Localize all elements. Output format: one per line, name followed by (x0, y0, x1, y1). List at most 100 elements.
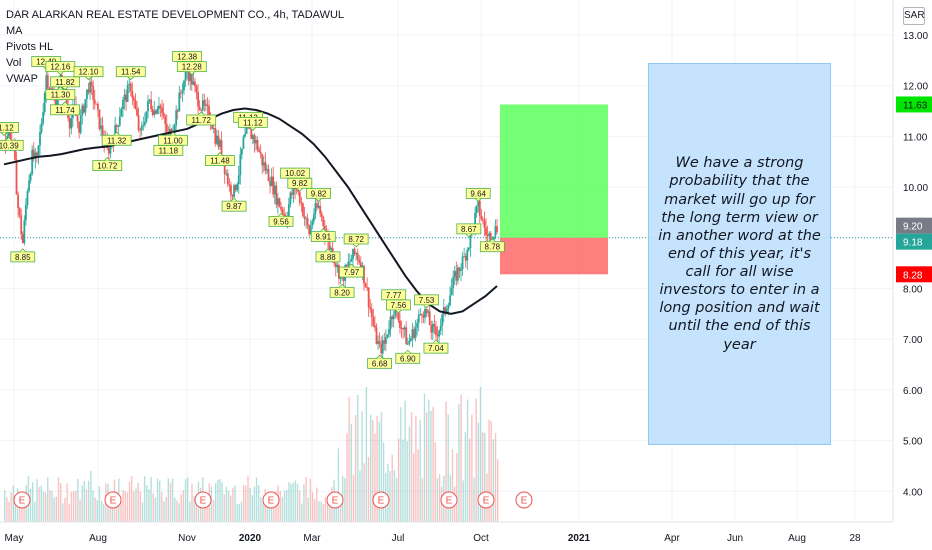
candle-body (37, 145, 40, 156)
volume-bar (236, 503, 238, 522)
candle-body (211, 122, 214, 129)
x-tick-label: Apr (664, 533, 680, 544)
candle-body (15, 159, 18, 195)
candle-body (278, 198, 281, 207)
volume-bar (70, 491, 73, 522)
volume-bar (305, 476, 307, 522)
candle-body (134, 100, 137, 109)
candle-body (240, 148, 243, 155)
volume-bar (404, 400, 406, 522)
pivot-label-text: 11.74 (55, 106, 75, 115)
volume-bar (296, 483, 299, 522)
volume-bar (133, 491, 135, 522)
volume-bar (389, 471, 391, 522)
indicator-ma[interactable]: MA (6, 25, 23, 37)
candle-body (319, 205, 322, 214)
volume-bar (339, 497, 342, 522)
volume-bar (180, 494, 182, 522)
candle-body (245, 127, 248, 134)
candle-body (93, 99, 96, 104)
candle-body (78, 121, 81, 133)
candle-body (125, 94, 127, 102)
pivot-low-label: 7.04 (423, 339, 449, 354)
candle-body (242, 136, 245, 149)
candle-body (460, 269, 462, 272)
pivot-pointer (57, 71, 64, 76)
volume-bar (4, 490, 6, 522)
pivot-label-text: 10.72 (97, 162, 118, 171)
pivot-low-label: 8.88 (315, 248, 341, 263)
volume-bar (154, 497, 157, 522)
volume-bar (139, 491, 142, 522)
candle-body (410, 338, 412, 341)
pivot-pointer (296, 187, 304, 192)
candle-body (275, 185, 278, 205)
pivot-low-label: 8.85 (10, 248, 36, 263)
pivot-label-text: 6.68 (372, 359, 388, 368)
candle-body (492, 236, 495, 240)
candle-body (154, 110, 157, 114)
pivot-high-label: 11.82 (50, 76, 80, 91)
candle-body (369, 307, 372, 310)
pivot-pointer (197, 111, 205, 116)
pivot-label-text: 9.82 (292, 179, 308, 188)
volume-bar (490, 421, 492, 522)
volume-bar (146, 485, 148, 522)
pivot-label-text: 10.39 (0, 141, 19, 150)
candle-body (259, 151, 262, 155)
volume-bar (62, 503, 64, 522)
earnings-marker: E (515, 491, 533, 509)
pivot-label-text: 9.87 (226, 202, 242, 211)
volume-bar (83, 480, 86, 522)
pivot-label-text: 6.90 (400, 354, 416, 363)
candle-body (433, 323, 436, 327)
candle-body (311, 221, 314, 226)
x-tick-label: Jun (727, 533, 743, 544)
volume-bar (335, 503, 337, 522)
candle-body (233, 185, 235, 197)
indicator-vwap[interactable]: VWAP (6, 73, 38, 85)
candle-body (179, 92, 182, 94)
candle-body (262, 162, 265, 166)
pivot-label-text: 8.88 (320, 253, 336, 262)
volume-bar (311, 492, 314, 522)
indicator-pivots[interactable]: Pivots HL (6, 41, 54, 53)
candle-body (192, 81, 195, 85)
candle-body (297, 190, 300, 193)
candle-body (444, 307, 447, 313)
candle-body (197, 92, 199, 107)
volume-bar (361, 411, 363, 522)
candle-body (256, 140, 259, 150)
candle-body (156, 109, 159, 114)
volume-bar (369, 414, 372, 522)
candle-body (377, 341, 379, 344)
earnings-label: E (378, 496, 385, 507)
candle-body (356, 253, 359, 260)
indicator-vol[interactable]: Vol (6, 57, 22, 69)
volume-bar (393, 470, 396, 522)
candle-body (84, 99, 87, 113)
candle-body (422, 315, 425, 318)
pivot-high-label: 8.67 (456, 223, 482, 238)
candle-body (427, 311, 430, 313)
candle-body (54, 95, 57, 109)
volume-bar (447, 414, 449, 522)
candle-body (225, 173, 228, 175)
volume-bar (286, 490, 288, 522)
pivot-high-label: 9.82 (287, 177, 313, 192)
volume-bar (77, 478, 79, 522)
currency-label[interactable]: SAR (903, 7, 925, 25)
pivot-label-text: 11.32 (107, 136, 127, 145)
candle-body (143, 121, 146, 125)
candle-body (45, 75, 48, 94)
candle-body (316, 203, 318, 208)
candle-body (283, 214, 286, 216)
candle-body (287, 203, 290, 217)
candle-body (281, 209, 284, 215)
candle-body (79, 115, 82, 133)
volume-bar (432, 406, 434, 522)
candle-body (48, 88, 51, 90)
candle-body (302, 203, 304, 217)
